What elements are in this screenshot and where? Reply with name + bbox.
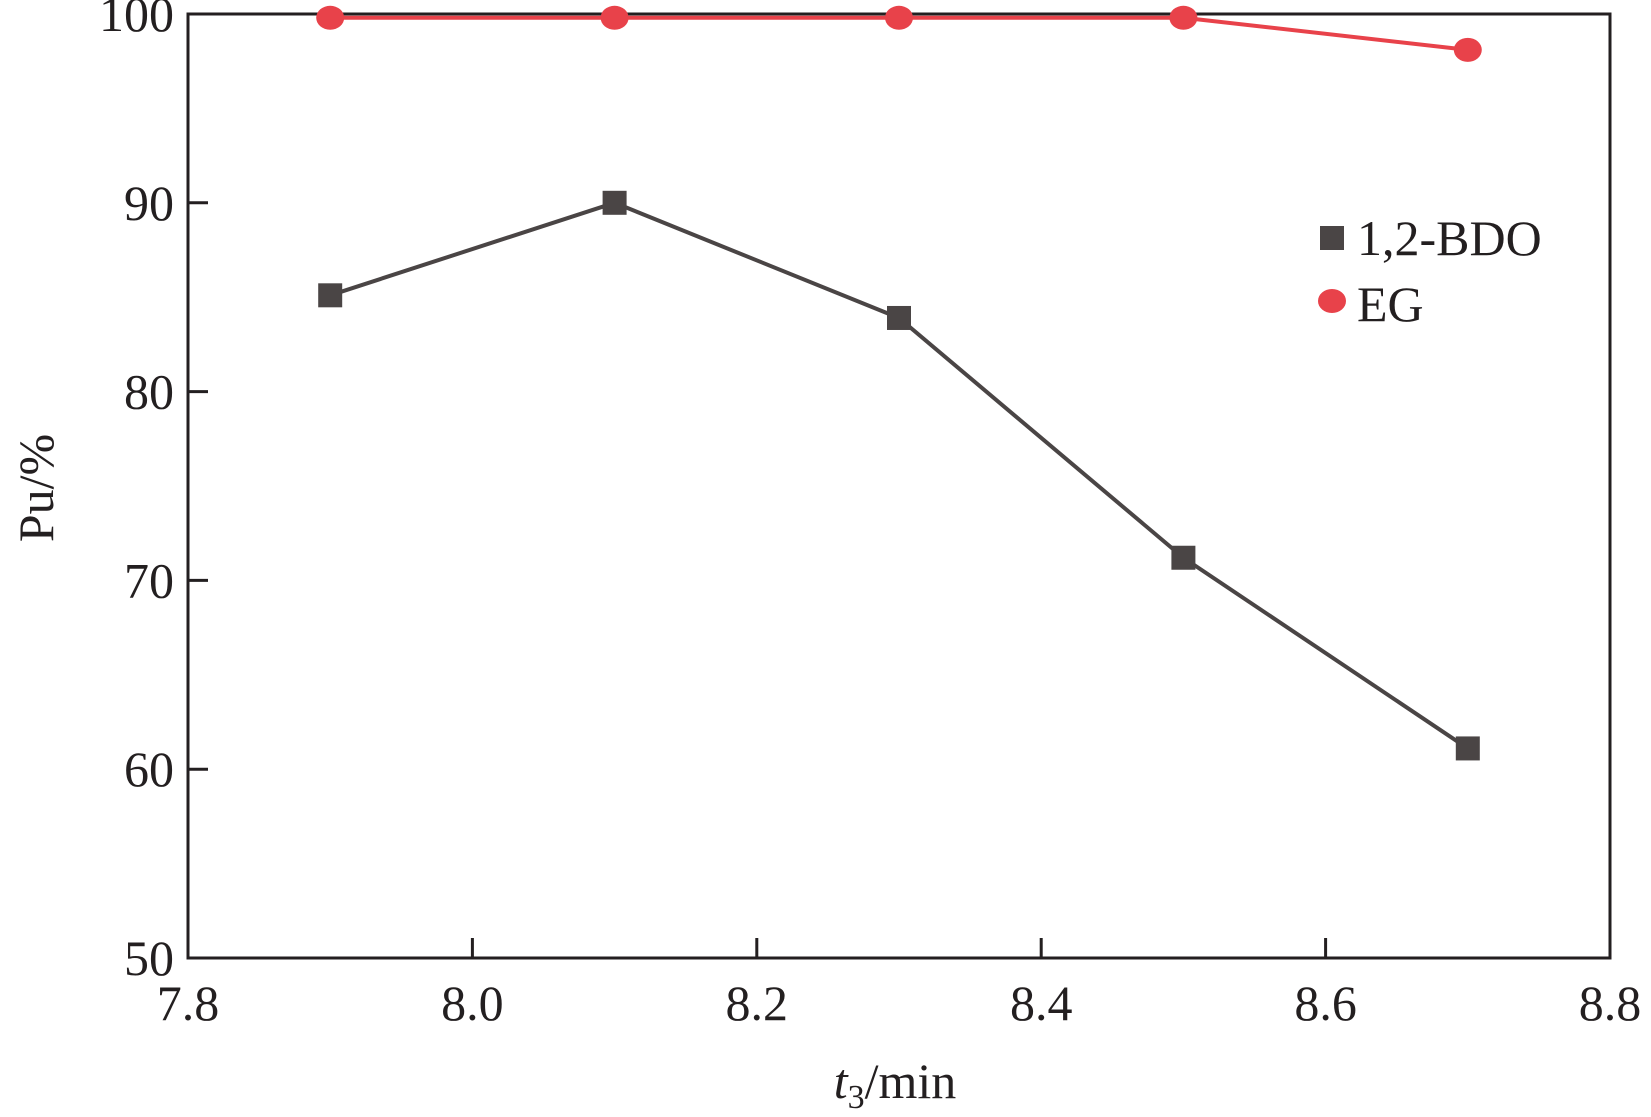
data-point-eg (316, 5, 345, 30)
x-axis-title-unit: /min (865, 1053, 957, 1109)
x-axis-title-subscript: 3 (848, 1079, 865, 1116)
series-lines (329, 15, 1469, 751)
y-tick-label: 80 (124, 364, 174, 420)
data-point-eg (1453, 37, 1482, 62)
data-point-eg (885, 5, 913, 30)
x-tick-label: 7.8 (157, 975, 220, 1031)
data-point-1-2-bdo (1455, 736, 1480, 761)
legend: 1,2-BDO EG (1318, 210, 1542, 332)
x-tick-label: 8.0 (441, 975, 504, 1031)
data-point-eg (1169, 5, 1198, 30)
y-tick-label: 70 (124, 552, 174, 608)
y-axis-ticks: 50 60 70 80 90 100 (99, 0, 208, 986)
legend-label-eg: EG (1357, 276, 1424, 332)
x-tick-label: 8.4 (1010, 975, 1073, 1031)
y-axis-title: Pu/% (8, 434, 64, 542)
legend-label-bdo: 1,2-BDO (1357, 210, 1542, 266)
x-axis-title: t3/min (834, 1053, 957, 1116)
y-tick-label: 60 (124, 741, 174, 797)
x-tick-label: 8.2 (726, 975, 789, 1031)
data-point-1-2-bdo (602, 190, 627, 215)
data-point-1-2-bdo (1171, 545, 1196, 570)
y-tick-label: 90 (124, 175, 174, 231)
data-point-1-2-bdo (887, 305, 911, 330)
x-axis-title-italic: t (834, 1053, 849, 1109)
series-line-1-2-bdo (329, 200, 1469, 751)
y-tick-label: 50 (124, 930, 174, 986)
legend-marker-eg (1318, 289, 1346, 313)
plot-area-frame (186, 12, 1612, 960)
x-tick-label: 8.8 (1579, 975, 1642, 1031)
legend-marker-bdo (1320, 226, 1344, 250)
y-tick-label: 100 (99, 0, 174, 42)
plot-frame (186, 12, 1612, 960)
x-axis-ticks: 7.8 8.0 8.2 8.4 8.6 8.8 (157, 938, 1642, 1031)
data-point-1-2-bdo (318, 283, 343, 308)
x-tick-label: 8.6 (1294, 975, 1357, 1031)
data-point-eg (600, 5, 629, 30)
series-markers (316, 5, 1482, 761)
